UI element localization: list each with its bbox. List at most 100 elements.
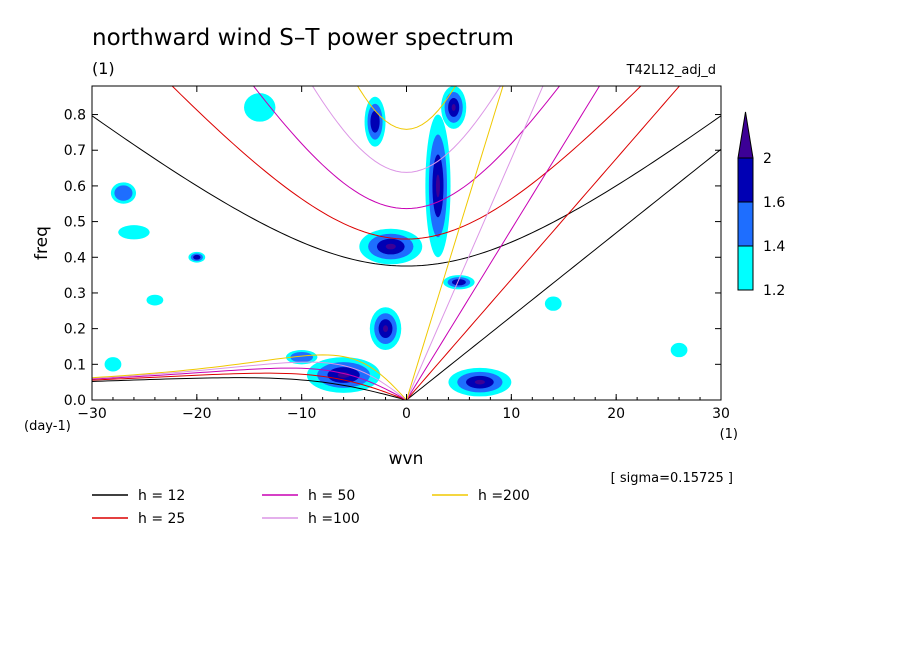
contour-fill bbox=[385, 243, 396, 250]
power-regions bbox=[104, 86, 688, 397]
rossby-curve bbox=[92, 354, 407, 400]
y-tick-label: 0.4 bbox=[64, 250, 86, 266]
power-region bbox=[425, 114, 451, 258]
y-tick-label: 0.5 bbox=[64, 215, 86, 231]
power-region bbox=[104, 357, 122, 372]
legend-label: h = 25 bbox=[138, 511, 185, 527]
power-region bbox=[118, 225, 150, 240]
chart-title: northward wind S–T power spectrum bbox=[92, 25, 514, 51]
contour-fill bbox=[193, 254, 201, 260]
contour-fill bbox=[146, 294, 164, 306]
x-tick-label: −20 bbox=[182, 406, 212, 422]
gravity-curve bbox=[171, 86, 642, 240]
colorbar-label: 1.6 bbox=[763, 195, 785, 211]
legend-item: h = 12 bbox=[92, 488, 185, 504]
x-tick-label: 20 bbox=[607, 406, 625, 422]
dispersion-100 bbox=[92, 86, 544, 400]
kelvin-curve bbox=[406, 86, 681, 400]
contour-fill bbox=[670, 342, 688, 358]
contour-fill bbox=[118, 225, 150, 240]
y-tick-label: 0.3 bbox=[64, 286, 86, 302]
colorbar-band bbox=[737, 157, 754, 203]
experiment-label: T42L12_adj_d bbox=[626, 63, 716, 78]
power-region bbox=[110, 182, 137, 204]
contour-fill bbox=[544, 296, 562, 311]
colorbar-band bbox=[737, 245, 754, 291]
x-axis-label: wvn bbox=[389, 449, 424, 469]
y-tick-label: 0.0 bbox=[64, 393, 86, 409]
kelvin-curve bbox=[406, 148, 721, 400]
legend-label: h =100 bbox=[308, 511, 360, 527]
power-region bbox=[443, 275, 475, 290]
rossby-curve bbox=[92, 372, 407, 400]
y-tick-label: 0.2 bbox=[64, 322, 86, 338]
legend-item: h = 25 bbox=[92, 511, 185, 527]
contour-fill bbox=[451, 103, 456, 111]
dispersion-200 bbox=[92, 86, 504, 400]
legend: h = 12 h = 25 h = 50 h =100 h =200 bbox=[92, 488, 530, 527]
legend-label: h = 50 bbox=[308, 488, 355, 504]
contour-fill bbox=[104, 357, 122, 372]
sigma-note: [ sigma=0.15725 ] bbox=[611, 471, 733, 486]
power-region bbox=[670, 342, 688, 358]
gravity-curve bbox=[311, 86, 502, 173]
power-region bbox=[448, 367, 512, 397]
contour-fill bbox=[290, 352, 313, 363]
power-region bbox=[359, 228, 423, 265]
x-axis: −30 −20 −10 0 10 20 30 bbox=[77, 86, 730, 422]
contour-fill bbox=[370, 110, 380, 133]
contour-fill bbox=[244, 93, 276, 122]
contour-fill bbox=[337, 372, 350, 378]
power-region bbox=[188, 251, 206, 263]
rossby-curve bbox=[92, 367, 407, 400]
kelvin-curve bbox=[406, 86, 544, 400]
gravity-curve bbox=[92, 115, 721, 267]
contour-fill bbox=[435, 174, 440, 198]
contour-fill bbox=[474, 379, 485, 385]
colorbar-extend bbox=[737, 111, 754, 159]
x-tick-label: 0 bbox=[402, 406, 411, 422]
legend-item: h =100 bbox=[262, 511, 360, 527]
colorbar-label: 2 bbox=[763, 151, 772, 167]
legend-item: h = 50 bbox=[262, 488, 355, 504]
colorbar: 1.2 1.4 1.6 2 bbox=[737, 111, 785, 299]
dispersion-12 bbox=[92, 115, 721, 400]
x-unit-label: (1) bbox=[720, 427, 738, 442]
gravity-curve bbox=[357, 86, 456, 130]
x-tick-label: 10 bbox=[502, 406, 520, 422]
contour-fill bbox=[451, 279, 466, 286]
title-unit: (1) bbox=[92, 59, 115, 78]
y-axis: 0.0 0.1 0.2 0.3 0.4 0.5 0.6 0.7 0.8 bbox=[64, 108, 721, 409]
y-tick-label: 0.6 bbox=[64, 179, 86, 195]
power-region bbox=[146, 294, 164, 306]
y-unit-label: (day-1) bbox=[24, 419, 71, 434]
legend-item: h =200 bbox=[432, 488, 530, 504]
colorbar-label: 1.4 bbox=[763, 239, 785, 255]
kelvin-curve bbox=[406, 86, 601, 400]
y-axis-label: freq bbox=[32, 226, 52, 260]
y-tick-label: 0.7 bbox=[64, 143, 86, 159]
colorbar-band bbox=[737, 201, 754, 247]
dispersion-50 bbox=[92, 86, 601, 400]
power-region bbox=[364, 96, 386, 147]
power-region bbox=[369, 307, 402, 351]
power-region bbox=[244, 93, 276, 122]
power-region bbox=[306, 357, 381, 393]
y-tick-label: 0.8 bbox=[64, 108, 86, 124]
legend-label: h =200 bbox=[478, 488, 530, 504]
power-region bbox=[544, 296, 562, 311]
contour-fill bbox=[114, 185, 133, 201]
contour-fill bbox=[383, 325, 389, 333]
x-tick-label: −30 bbox=[77, 406, 107, 422]
legend-label: h = 12 bbox=[138, 488, 185, 504]
power-region bbox=[285, 350, 318, 365]
x-tick-label: 30 bbox=[712, 406, 730, 422]
rossby-curve bbox=[92, 361, 407, 400]
power-region bbox=[441, 86, 467, 129]
rossby-curve bbox=[92, 377, 407, 400]
kelvin-curve bbox=[406, 86, 504, 400]
gravity-curve bbox=[252, 86, 561, 210]
dispersion-curves bbox=[92, 86, 721, 400]
colorbar-label: 1.2 bbox=[763, 283, 785, 299]
